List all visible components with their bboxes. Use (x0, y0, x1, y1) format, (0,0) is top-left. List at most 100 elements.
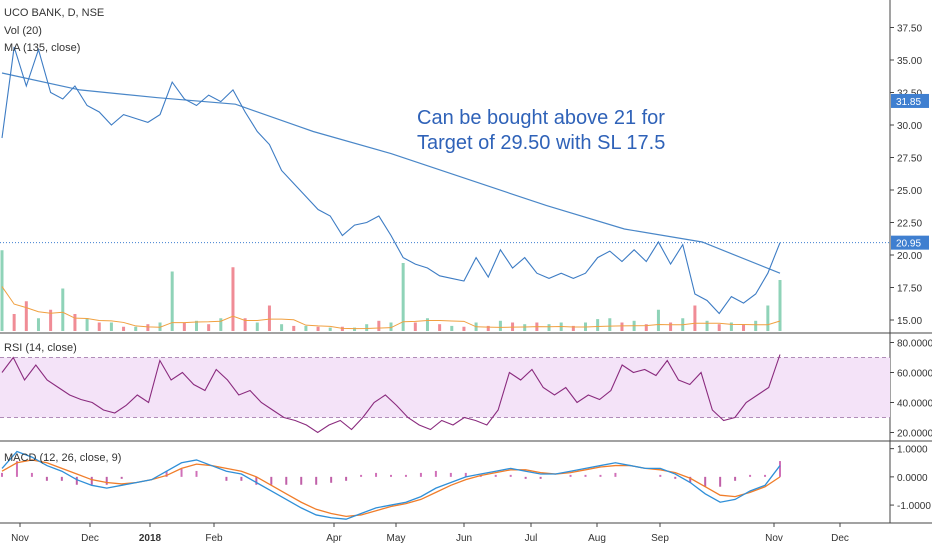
volume-bar (389, 322, 393, 331)
ma-line (1, 72, 781, 274)
volume-bar (498, 320, 502, 331)
time-tick-label: Nov (765, 533, 783, 544)
volume-bar (207, 324, 211, 331)
time-tick-label: May (387, 533, 406, 544)
macd-legend[interactable]: MACD (12, 26, close, 9) (4, 452, 121, 464)
time-tick-label: Aug (588, 533, 606, 544)
ma-value-badge: 31.85 (891, 93, 929, 108)
price-tick-label: 17.50 (897, 284, 922, 295)
volume-bar (413, 322, 417, 331)
last-price-badge: 20.95 (891, 235, 929, 250)
vol-legend[interactable]: Vol (20) (4, 25, 42, 37)
volume-bar (754, 320, 758, 331)
volume-bar (486, 325, 490, 331)
volume-bar (316, 326, 320, 331)
volume-bar (340, 326, 344, 331)
rsi-band-fill (0, 357, 890, 418)
volume-bar (571, 325, 575, 331)
time-tick-label: Nov (11, 533, 29, 544)
volume-bar (656, 309, 660, 331)
price-tick-label: 37.50 (897, 24, 922, 35)
volume-bar (608, 318, 612, 331)
time-tick-label: Sep (651, 533, 669, 544)
volume-bar (693, 305, 697, 331)
volume-bar (644, 324, 648, 331)
volume-ma-line (1, 286, 781, 330)
volume-bar (122, 326, 126, 331)
macd-tick-label: -1.0000 (897, 501, 931, 512)
volume-bar (134, 326, 138, 331)
volume-bar (742, 324, 746, 331)
time-tick-label: Jun (456, 533, 472, 544)
price-tick-label: 22.50 (897, 219, 922, 230)
volume-bar (377, 320, 381, 331)
volume-bar (255, 322, 259, 331)
volume-bar (170, 271, 174, 331)
volume-bar (705, 320, 709, 331)
macd-tick-label: 0.0000 (897, 473, 928, 484)
volume-bar (778, 280, 782, 331)
volume-bar (425, 318, 429, 331)
volume-bar (596, 319, 600, 331)
price-tick-label: 20.00 (897, 251, 922, 262)
volume-bar (146, 324, 150, 331)
macd-tick-label: 1.0000 (897, 445, 928, 456)
volume-bar (620, 322, 624, 331)
price-line (1, 46, 781, 315)
volume-bars (0, 250, 782, 331)
volume-bar (36, 318, 40, 331)
volume-bar (766, 305, 770, 331)
volume-bar (669, 322, 673, 331)
volume-bar (523, 324, 527, 331)
volume-bar (243, 318, 247, 331)
volume-bar (462, 326, 466, 331)
volume-bar (109, 322, 113, 331)
volume-bar (267, 305, 271, 331)
price-tick-label: 27.50 (897, 154, 922, 165)
time-tick-label: 2018 (139, 533, 162, 544)
volume-bar (450, 325, 454, 331)
volume-bar (24, 301, 28, 331)
volume-bar (195, 320, 198, 331)
rsi-pane: 80.0000 60.0000 40.0000 20.0000 (0, 339, 932, 440)
rsi-tick-label: 20.0000 (897, 429, 932, 440)
rsi-legend[interactable]: RSI (14, close) (4, 342, 77, 354)
volume-bar (365, 324, 369, 331)
volume-bar (280, 324, 284, 331)
volume-bar (729, 322, 733, 331)
time-tick-label: Feb (205, 533, 223, 544)
volume-bar (304, 325, 308, 331)
time-tick-label: Jul (525, 533, 538, 544)
rsi-band (0, 357, 890, 418)
volume-bar (547, 324, 551, 331)
last-price-label: 20.95 (896, 239, 921, 250)
volume-bar (61, 288, 65, 331)
main-legend-title[interactable]: UCO BANK, D, NSE (4, 7, 104, 19)
price-tick-label: 30.00 (897, 121, 922, 132)
rsi-line (1, 354, 781, 434)
volume-bar (219, 318, 223, 331)
volume-bar (49, 309, 53, 331)
macd-pane: 1.0000 0.0000 -1.0000 (1, 445, 931, 520)
volume-bar (231, 267, 235, 331)
time-tick-label: Apr (326, 533, 342, 544)
price-tick-label: 25.00 (897, 186, 922, 197)
annotation-line-2: Target of 29.50 with SL 17.5 (417, 132, 665, 154)
time-tick-label: Dec (81, 533, 99, 544)
volume-bar (73, 314, 77, 331)
macd-line (1, 450, 781, 520)
volume-bar (292, 325, 296, 331)
volume-bar (97, 322, 101, 331)
price-tick-label: 15.00 (897, 316, 922, 327)
volume-bar (0, 250, 4, 331)
volume-bar (328, 327, 332, 331)
volume-bar (717, 324, 721, 331)
volume-bar (12, 314, 16, 331)
volume-bar (182, 322, 186, 331)
ma-legend[interactable]: MA (135, close) (4, 42, 80, 54)
volume-bar (401, 263, 405, 331)
ma-value-label: 31.85 (896, 97, 921, 108)
annotation-line-1: Can be bought above 21 for (417, 107, 665, 129)
